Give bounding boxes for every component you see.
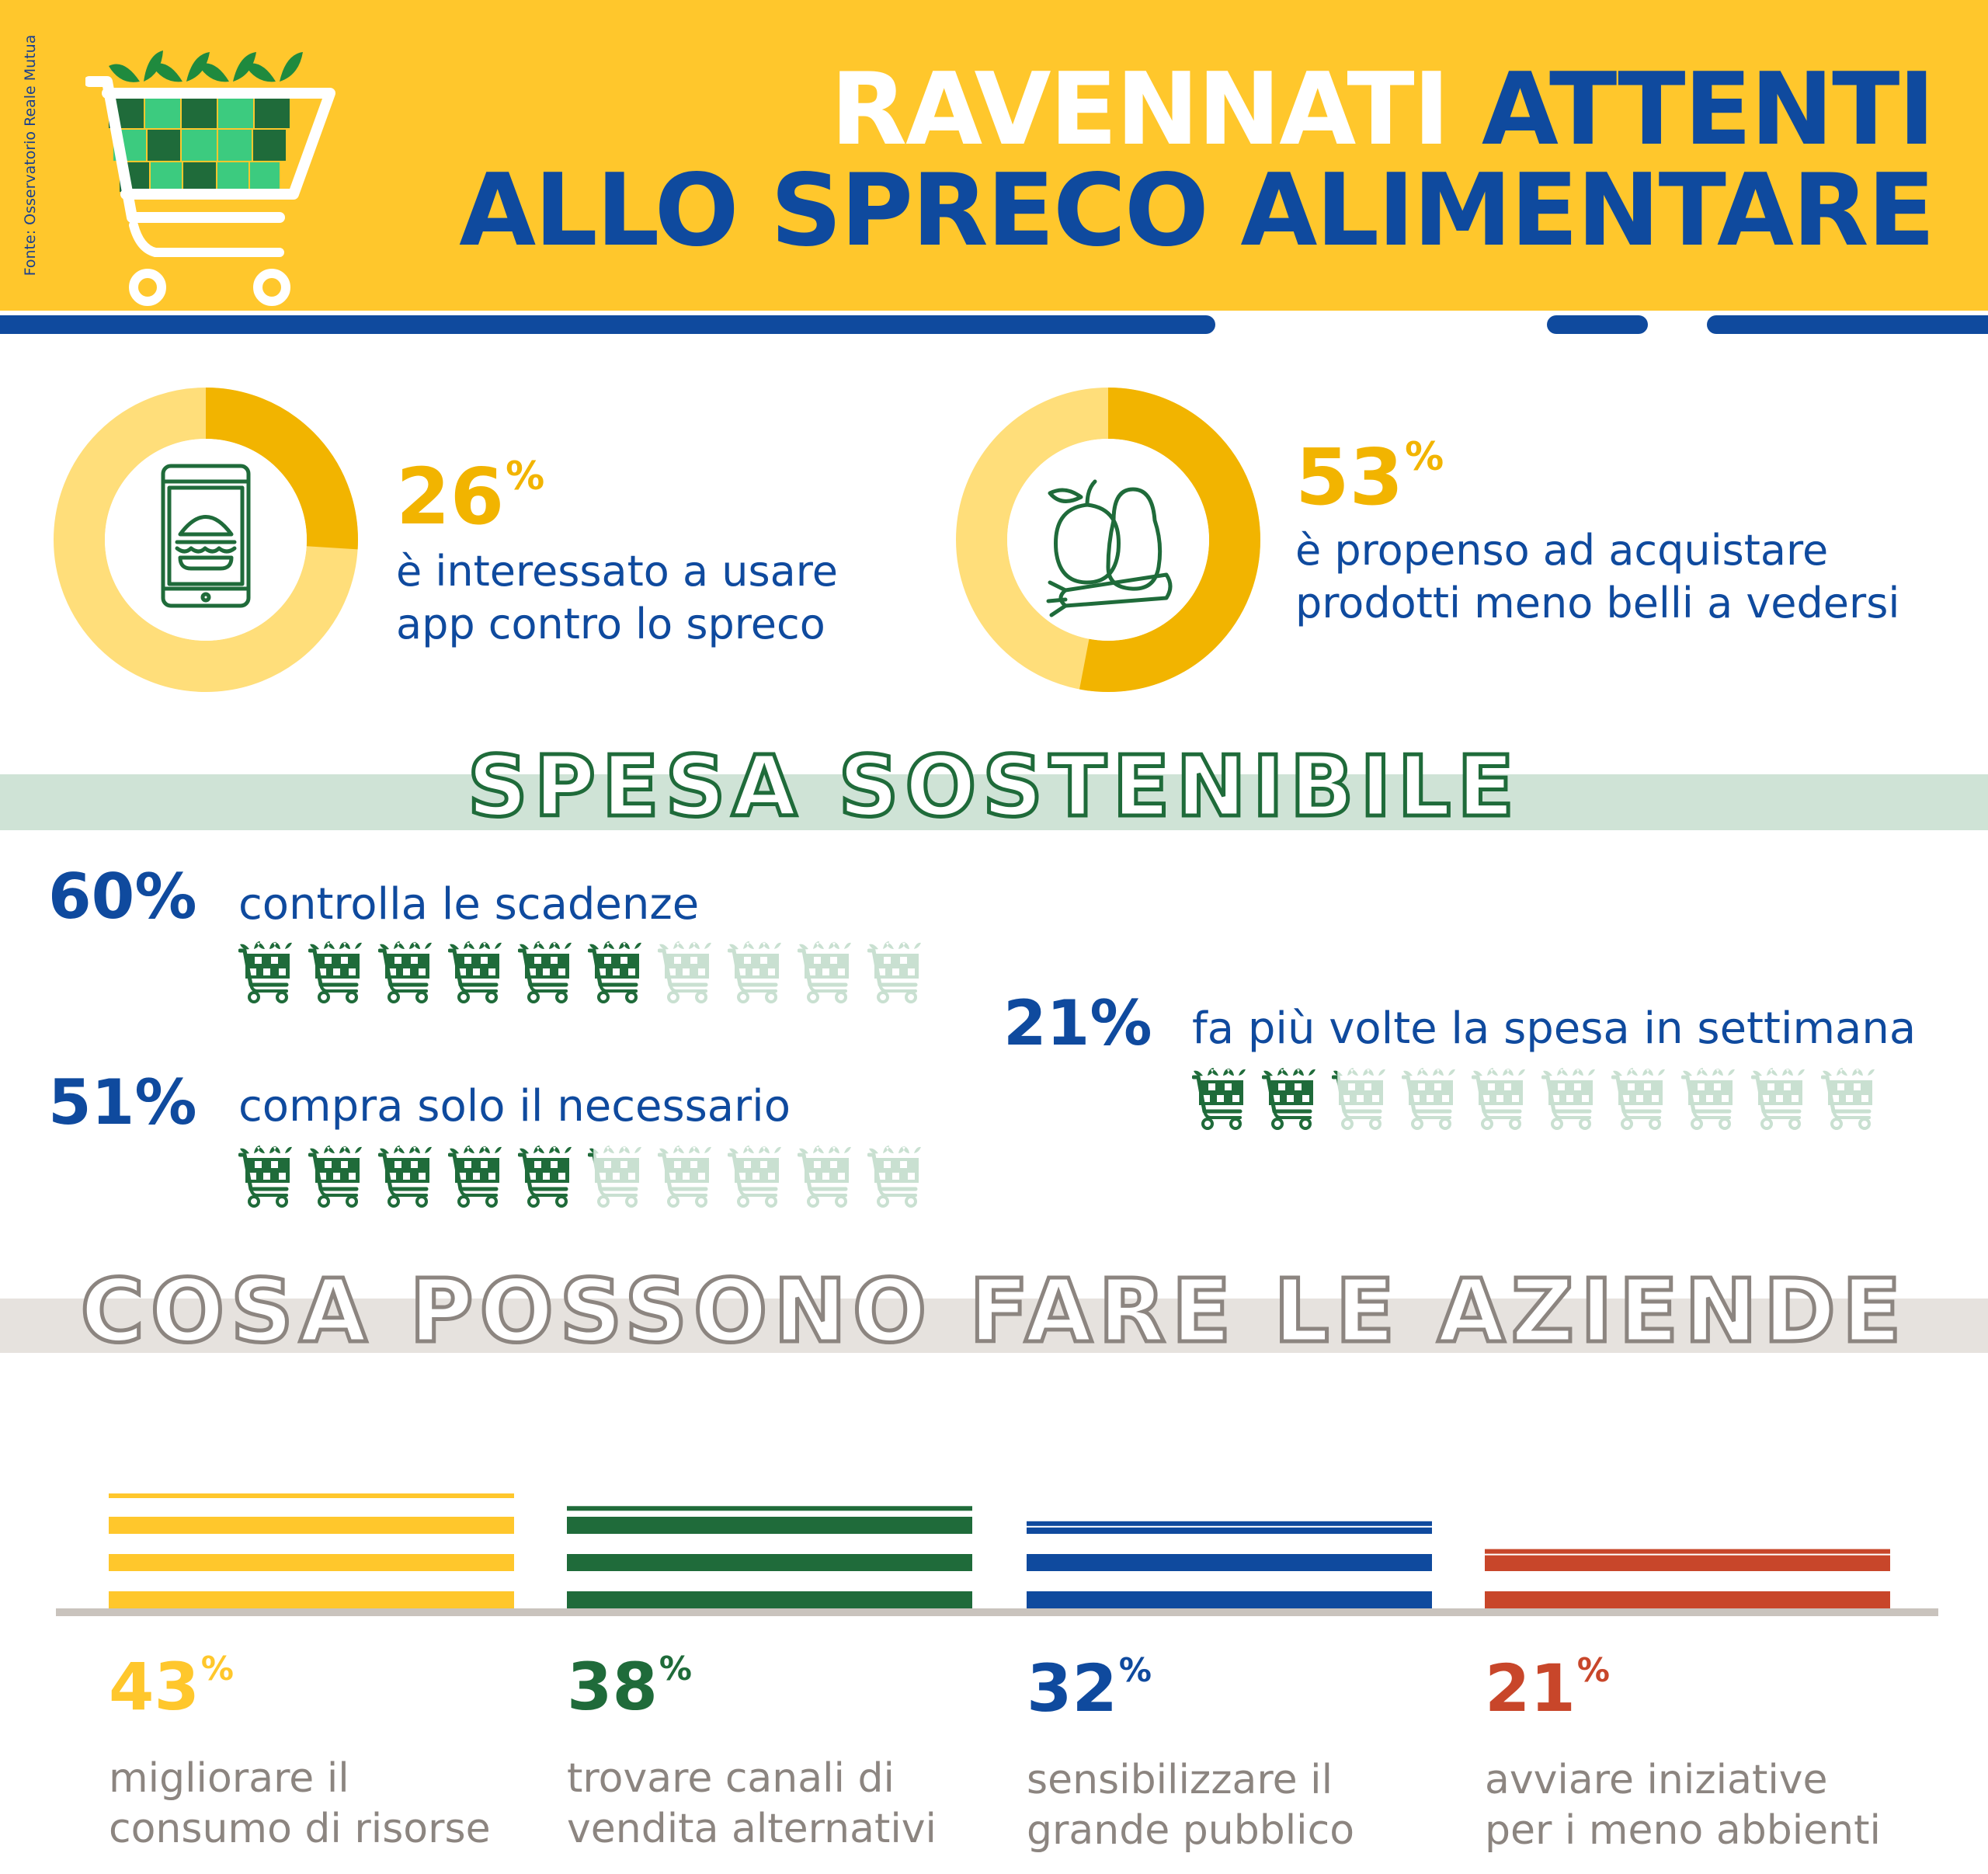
spesa-2-value: 51% — [48, 1066, 197, 1139]
title-word-ravennati: RAVENNATI — [830, 52, 1451, 168]
bar-4-value: 21% — [1485, 1650, 1610, 1726]
donut-value-arc — [54, 388, 358, 692]
cart-icon — [378, 941, 432, 1003]
cart-icon — [308, 941, 362, 1003]
cart-pictogram-1 — [238, 940, 937, 1007]
bar-label-3: 32% sensibilizzare il grande pubblico — [1027, 1650, 1355, 1856]
cart-icon — [518, 941, 572, 1003]
spesa-1-label: controlla le scadenze — [238, 879, 700, 930]
cart-icon — [728, 1146, 781, 1208]
cart-icon — [1332, 1068, 1385, 1130]
donut-1-desc: è interessato a usare app contro lo sprec… — [396, 547, 838, 648]
aziende-bar-chart — [56, 1493, 1938, 1616]
cart-icon — [658, 1146, 711, 1208]
bar-label-1: 43% migliorare il consumo di risorse — [109, 1649, 491, 1855]
spesa-3-value: 21% — [1003, 987, 1152, 1059]
cart-icon — [1472, 1068, 1525, 1130]
cart-icon — [728, 941, 781, 1003]
cart-icon — [238, 1146, 292, 1208]
cart-icon — [867, 941, 921, 1003]
bar-1 — [109, 1493, 514, 1608]
source-text: Fonte: Osservatorio Reale Mutua — [22, 34, 39, 276]
header-divider-dash-1 — [1547, 315, 1648, 334]
cart-icon — [1611, 1068, 1665, 1130]
cart-icon — [1262, 1068, 1315, 1130]
cart-icon — [1192, 1068, 1246, 1130]
donut-2-desc: è propenso ad acquistare prodotti meno be… — [1295, 526, 1900, 628]
bar-4 — [1485, 1549, 1890, 1608]
bar-2 — [567, 1506, 972, 1608]
source-note: Fonte: Osservatorio Reale Mutua — [11, 16, 50, 295]
cart-icon — [308, 1146, 362, 1208]
bar-label-2: 38% trovare canali di vendita alternativi — [567, 1649, 937, 1855]
cart-icon — [1541, 1068, 1595, 1130]
cart-icon — [1681, 1068, 1735, 1130]
smartphone-burger-icon — [161, 464, 251, 608]
cart-pictogram-3 — [1192, 1066, 1891, 1133]
section-band-spesa — [0, 774, 1988, 830]
cart-icon — [448, 941, 502, 1003]
donut-chart-2 — [956, 388, 1260, 692]
cart-icon — [238, 941, 292, 1003]
section-title-aziende: COSA POSSONO FARE LE AZIENDE — [78, 1261, 1908, 1362]
cart-icon — [378, 1146, 432, 1208]
cart-icon — [1402, 1068, 1455, 1130]
cart-icon — [1821, 1068, 1875, 1130]
spesa-2-label: compra solo il necessario — [238, 1081, 791, 1132]
title-line-2: ALLO SPRECO ALIMENTARE — [459, 153, 1935, 269]
cart-icon — [798, 1146, 851, 1208]
section-band-aziende — [0, 1299, 1988, 1353]
cart-icon — [1751, 1068, 1805, 1130]
cart-icon — [588, 941, 641, 1003]
bar-label-4: 21% avviare iniziative per i meno abbient… — [1485, 1650, 1881, 1856]
bar-2-desc: trovare canali di vendita alternativi — [567, 1755, 937, 1852]
cart-icon — [518, 1146, 572, 1208]
donut-chart-1 — [54, 388, 358, 692]
title-word-attenti: ATTENTI — [1481, 52, 1935, 168]
donut-2-value: 53% — [1295, 432, 1444, 523]
bar-3 — [1027, 1521, 1432, 1608]
bar-3-desc: sensibilizzare il grande pubblico — [1027, 1757, 1355, 1854]
title-line-1: RAVENNATI ATTENTI — [831, 61, 1936, 160]
bar-1-desc: migliorare il consumo di risorse — [109, 1755, 491, 1852]
header-divider-bar — [0, 315, 1215, 334]
cart-icon — [448, 1146, 502, 1208]
donut-1-value: 26% — [396, 451, 545, 542]
bar-3-value: 32% — [1027, 1650, 1152, 1726]
bar-1-value: 43% — [109, 1649, 234, 1725]
donut-value-arc — [956, 388, 1260, 692]
spesa-3-label: fa più volte la spesa in settimana — [1192, 1003, 1917, 1054]
cart-pictogram-2 — [238, 1144, 937, 1211]
section-title-spesa: SPESA SOSTENIBILE — [465, 739, 1521, 836]
cart-icon — [588, 1146, 641, 1208]
cart-icon — [658, 941, 711, 1003]
bar-4-desc: avviare iniziative per i meno abbienti — [1485, 1757, 1881, 1854]
bar-2-value: 38% — [567, 1649, 692, 1725]
fruit-vegetables-icon — [1046, 479, 1173, 617]
cart-icon — [798, 941, 851, 1003]
shopping-cart-icon — [85, 50, 335, 306]
header-divider-dash-2 — [1707, 315, 1988, 334]
header-banner — [0, 0, 1988, 311]
chart-baseline — [56, 1608, 1938, 1616]
spesa-1-value: 60% — [48, 861, 197, 933]
cart-icon — [867, 1146, 921, 1208]
